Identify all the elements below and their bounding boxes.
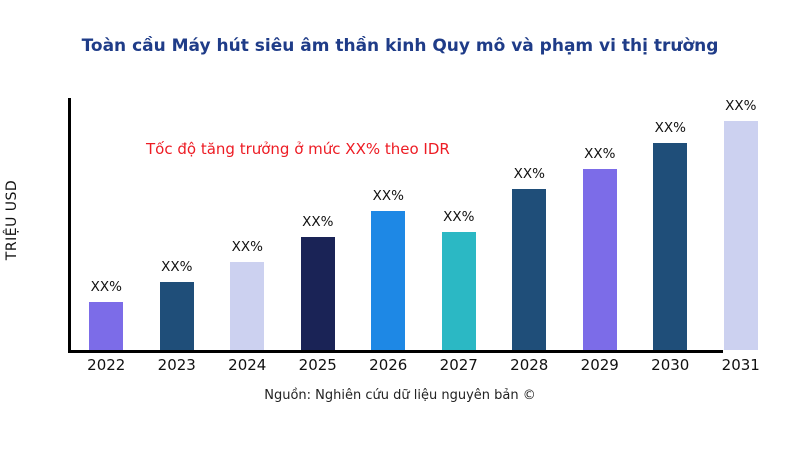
bar-2022 [89, 302, 124, 350]
bar-2027 [441, 231, 476, 350]
bar-column-2027: XX% [424, 98, 495, 350]
bar-value-label: XX% [725, 98, 757, 114]
x-tick-label-2028: 2028 [510, 356, 549, 374]
x-tick-label-2029: 2029 [580, 356, 619, 374]
bar-2029 [582, 168, 617, 350]
bar-value-label: XX% [372, 188, 404, 205]
x-tick-label-2023: 2023 [157, 356, 196, 374]
x-tick-label-2030: 2030 [651, 356, 690, 374]
bar-column-2022: XX% [71, 98, 142, 350]
bar-column-2030: XX% [635, 98, 706, 350]
bar-2023 [159, 281, 194, 350]
bar-2030 [653, 143, 688, 350]
bar-column-2023: XX% [142, 98, 213, 350]
bar-column-2026: XX% [353, 98, 424, 350]
bar-value-label: XX% [90, 279, 122, 296]
plot-area: Tốc độ tăng trưởng ở mức XX% theo IDR XX… [68, 98, 776, 353]
x-tick-label-2024: 2024 [228, 356, 267, 374]
x-tick-label-2031: 2031 [721, 356, 760, 374]
bar-column-2025: XX% [283, 98, 354, 350]
bar-2028 [512, 188, 547, 350]
x-tick-label-2022: 2022 [87, 356, 126, 374]
bar-2025 [300, 236, 335, 350]
chart-title: Toàn cầu Máy hút siêu âm thần kinh Quy m… [81, 36, 719, 56]
bar-column-2029: XX% [565, 98, 636, 350]
bar-2031 [723, 121, 758, 350]
growth-rate-annotation: Tốc độ tăng trưởng ở mức XX% theo IDR [146, 140, 450, 158]
y-axis-line [68, 98, 71, 350]
source-note: Nguồn: Nghiên cứu dữ liệu nguyên bản © [264, 388, 536, 403]
bar-value-label: XX% [443, 208, 475, 225]
x-axis-line [68, 350, 723, 353]
bars-group: XX% XX% XX% XX% XX% XX% XX% XX% XX% XX% [71, 98, 776, 350]
y-axis-label: TRIỆU USD [4, 179, 20, 261]
bar-column-2028: XX% [494, 98, 565, 350]
x-tick-label-2027: 2027 [439, 356, 478, 374]
bar-value-label: XX% [231, 238, 263, 255]
bar-2026 [371, 211, 406, 350]
bar-value-label: XX% [654, 120, 686, 137]
bar-value-label: XX% [302, 213, 334, 230]
bar-2024 [230, 261, 265, 350]
x-tick-label-2025: 2025 [298, 356, 337, 374]
bar-value-label: XX% [584, 145, 616, 162]
x-axis-ticks: 2022 2023 2024 2025 2026 2027 2028 2029 2030 2031 [71, 356, 776, 374]
bar-value-label: XX% [513, 165, 545, 182]
bar-column-2024: XX% [212, 98, 283, 350]
bar-column-2031: XX% [706, 98, 777, 350]
bar-value-label: XX% [161, 258, 193, 275]
x-tick-label-2026: 2026 [369, 356, 408, 374]
